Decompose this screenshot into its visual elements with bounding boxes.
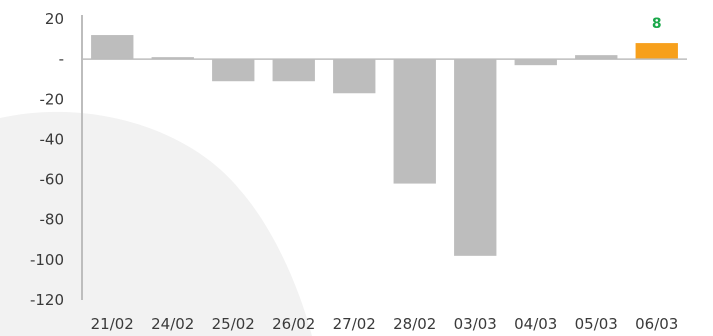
data-label: 8 xyxy=(652,16,662,32)
x-tick-label: 05/03 xyxy=(575,315,618,333)
axes-layer xyxy=(81,15,687,300)
x-tick-label: 04/03 xyxy=(514,315,557,333)
bar-06/03 xyxy=(635,43,678,60)
x-tick-label: 27/02 xyxy=(333,315,376,333)
bar-04/03 xyxy=(514,59,557,66)
x-tick-label: 21/02 xyxy=(91,315,134,333)
bar-05/03 xyxy=(575,55,618,60)
y-tick-label: 20 xyxy=(45,10,64,28)
labels-layer: 20 - -20 -40 -60 -80 -100 -120 21/02 24/02 25/02 26… xyxy=(30,10,678,333)
y-tick-label: -120 xyxy=(30,291,64,309)
y-tick-label: -60 xyxy=(40,171,65,189)
x-tick-label: 03/03 xyxy=(454,315,497,333)
y-tick-label: -40 xyxy=(40,130,65,148)
background-arc-shape xyxy=(0,111,312,336)
bar-21/02 xyxy=(91,35,134,60)
bar-28/02 xyxy=(393,59,436,184)
bar-26/02 xyxy=(272,59,315,82)
x-tick-label: 25/02 xyxy=(212,315,255,333)
bars-layer xyxy=(91,35,678,256)
y-tick-label: -20 xyxy=(40,90,65,108)
bar-25/02 xyxy=(212,59,255,82)
bar-27/02 xyxy=(333,59,376,94)
bar-24/02 xyxy=(151,57,194,60)
y-tick-label: -100 xyxy=(30,251,64,269)
x-tick-label: 26/02 xyxy=(272,315,315,333)
y-tick-label: -80 xyxy=(40,211,65,229)
y-tick-label: - xyxy=(59,50,64,68)
x-tick-label: 06/03 xyxy=(635,315,678,333)
x-tick-label: 24/02 xyxy=(151,315,194,333)
bar-03/03 xyxy=(454,59,497,256)
x-tick-label: 28/02 xyxy=(393,315,436,333)
